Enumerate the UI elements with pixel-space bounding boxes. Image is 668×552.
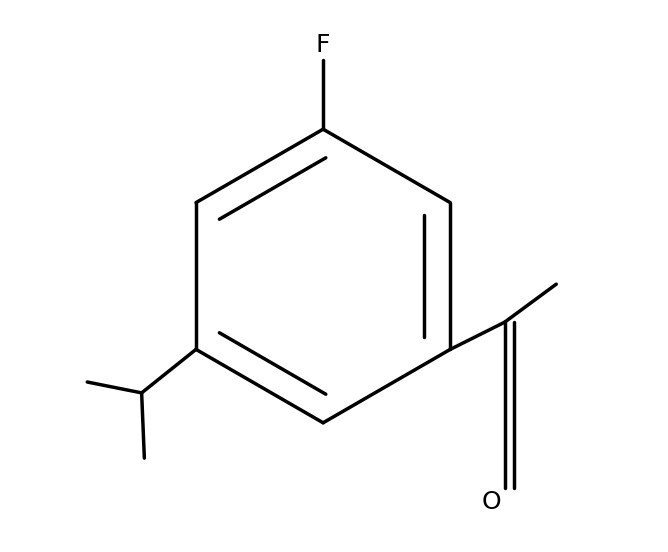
Text: F: F: [316, 33, 331, 57]
Text: O: O: [482, 490, 502, 513]
